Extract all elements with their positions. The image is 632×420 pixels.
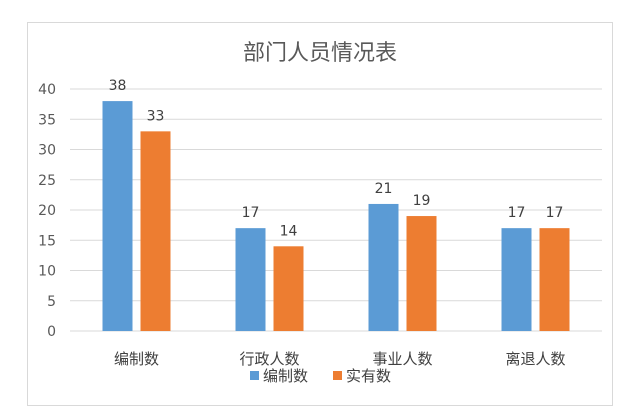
y-tick-label: 0 xyxy=(47,324,56,340)
data-labels: 38 33 17 14 21 19 17 17 xyxy=(109,78,564,239)
x-category-label: 编制数 xyxy=(114,350,159,368)
data-label: 33 xyxy=(147,108,165,124)
x-axis: 编制数 行政人数 事业人数 离退人数 xyxy=(114,350,566,368)
y-tick-label: 15 xyxy=(38,233,56,249)
legend-label: 编制数 xyxy=(263,367,308,385)
bar-quota xyxy=(102,101,133,331)
bar-actual xyxy=(273,246,304,331)
data-label: 17 xyxy=(508,205,526,221)
data-label: 17 xyxy=(242,205,260,221)
y-tick-label: 30 xyxy=(38,143,56,159)
data-label: 21 xyxy=(375,181,393,197)
bar-quota xyxy=(368,203,399,331)
y-tick-label: 25 xyxy=(38,173,56,189)
x-category-label: 行政人数 xyxy=(239,350,299,368)
data-label: 14 xyxy=(280,223,298,239)
bar-actual xyxy=(539,228,570,331)
y-tick-label: 20 xyxy=(38,203,56,219)
x-category-label: 事业人数 xyxy=(372,350,432,368)
bar-quota xyxy=(235,228,266,331)
y-tick-label: 40 xyxy=(38,82,56,98)
legend-swatch xyxy=(333,371,342,380)
y-tick-label: 5 xyxy=(47,294,56,310)
data-label: 38 xyxy=(109,78,127,94)
data-label: 19 xyxy=(413,193,431,209)
bar-actual xyxy=(406,216,437,331)
bars xyxy=(102,101,570,331)
y-tick-label: 10 xyxy=(38,264,56,280)
bar-actual xyxy=(140,131,171,331)
legend-swatch xyxy=(250,371,259,380)
bar-quota xyxy=(501,228,532,331)
y-axis: 0 5 10 15 20 25 30 35 40 xyxy=(38,82,56,340)
data-label: 17 xyxy=(546,205,564,221)
legend-label: 实有数 xyxy=(346,367,391,385)
y-tick-label: 35 xyxy=(38,112,56,128)
legend: 编制数 实有数 xyxy=(250,367,391,385)
x-category-label: 离退人数 xyxy=(505,350,565,368)
chart-title: 部门人员情况表 xyxy=(243,41,397,66)
